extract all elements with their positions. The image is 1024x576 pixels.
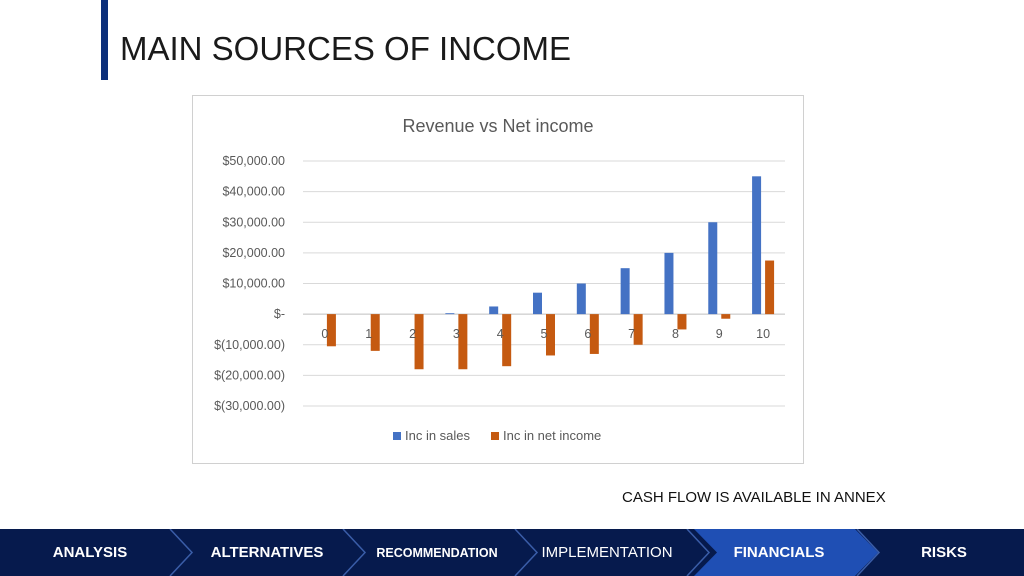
bar-inc-in-net-income (677, 314, 687, 330)
bar-inc-in-net-income (326, 314, 336, 347)
nav-item-implementation[interactable]: IMPLEMENTATION (541, 544, 673, 561)
legend-label-inc-in-net-income: Inc in net income (503, 428, 601, 443)
x-tick-label: 3 (453, 327, 460, 341)
nav-chevron-separator (514, 529, 539, 576)
bar-inc-in-net-income (589, 314, 599, 354)
chart-container: Revenue vs Net income $50,000.00 $40,000.0… (192, 95, 804, 464)
bar-inc-in-net-income (721, 314, 731, 319)
slide-title: MAIN SOURCES OF INCOME (120, 30, 572, 67)
x-tick-label: 6 (584, 327, 591, 341)
x-tick-label: 2 (409, 327, 416, 341)
nav-item-financials[interactable]: FINANCIALS (733, 544, 825, 561)
bar-inc-in-sales (576, 283, 586, 315)
bar-inc-in-sales (445, 313, 455, 315)
bar-inc-in-net-income (765, 260, 775, 315)
nav-chevron-separator (686, 529, 711, 576)
x-tick-label: 0 (321, 327, 328, 341)
x-tick-label: 4 (497, 327, 504, 341)
bar-inc-in-net-income (633, 314, 643, 345)
y-tick-label: $(10,000.00) (214, 338, 285, 352)
x-tick-label: 10 (756, 327, 770, 341)
y-tick-label: $50,000.00 (222, 154, 285, 168)
legend-label-inc-in-sales: Inc in sales (405, 428, 471, 443)
bar-inc-in-net-income (414, 314, 424, 370)
x-tick-label: 1 (365, 327, 372, 341)
bar-inc-in-net-income (370, 314, 380, 351)
annex-note: CASH FLOW IS AVAILABLE IN ANNEX (622, 489, 886, 506)
nav-chevron-separator (856, 529, 881, 576)
chart-title: Revenue vs Net income (402, 116, 593, 136)
title-accent-bar (101, 0, 108, 80)
bar-inc-in-sales (620, 268, 630, 315)
nav-active-highlight (694, 529, 878, 576)
bottom-navigation: ANALYSIS ALTERNATIVES RECOMMENDATION IMP… (0, 529, 1024, 576)
bar-inc-in-net-income (458, 314, 468, 370)
y-tick-label: $- (274, 307, 285, 321)
y-tick-label: $(20,000.00) (214, 368, 285, 382)
nav-item-recommendation[interactable]: RECOMMENDATION (376, 545, 498, 560)
bar-inc-in-net-income (502, 314, 512, 367)
y-tick-label: $30,000.00 (222, 215, 285, 229)
nav-item-analysis[interactable]: ANALYSIS (52, 544, 128, 561)
nav-chevron-separator (169, 529, 194, 576)
bar-inc-in-sales (533, 292, 542, 315)
y-tick-label: $10,000.00 (222, 277, 285, 291)
bar-inc-in-sales (664, 252, 674, 315)
nav-item-risks[interactable]: RISKS (921, 544, 967, 561)
legend-swatch-inc-in-net-income (491, 432, 499, 440)
legend-swatch-inc-in-sales (393, 432, 401, 440)
nav-arrows (169, 529, 881, 576)
nav-chevron-separator (342, 529, 367, 576)
x-tick-label: 7 (628, 327, 635, 341)
y-tick-label: $(30,000.00) (214, 399, 285, 413)
bar-inc-in-net-income (546, 314, 555, 356)
bar-inc-in-sales (752, 176, 762, 315)
x-tick-label: 5 (541, 327, 548, 341)
x-tick-label: 8 (672, 327, 679, 341)
bar-inc-in-sales (489, 306, 499, 315)
x-tick-label: 9 (716, 327, 723, 341)
revenue-net-income-chart: Revenue vs Net income $50,000.00 $40,000.0… (214, 116, 785, 443)
bar-inc-in-sales (708, 222, 718, 315)
y-tick-label: $20,000.00 (222, 246, 285, 260)
y-tick-label: $40,000.00 (222, 185, 285, 199)
nav-item-alternatives[interactable]: ALTERNATIVES (210, 544, 324, 561)
